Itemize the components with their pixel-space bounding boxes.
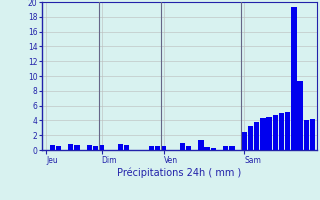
Bar — [124, 145, 129, 150]
Bar — [186, 146, 191, 150]
Bar — [99, 145, 104, 150]
Bar — [223, 146, 228, 150]
Bar — [198, 140, 204, 150]
Bar — [279, 113, 284, 150]
Bar — [204, 147, 210, 150]
Bar — [310, 119, 315, 150]
Bar — [56, 146, 61, 150]
Bar — [87, 145, 92, 150]
Bar — [68, 144, 73, 150]
Bar — [260, 118, 266, 150]
X-axis label: Précipitations 24h ( mm ): Précipitations 24h ( mm ) — [117, 167, 241, 178]
Bar — [211, 148, 216, 150]
Bar — [155, 146, 160, 150]
Bar — [285, 112, 290, 150]
Bar — [291, 7, 297, 150]
Bar — [180, 143, 185, 150]
Bar — [93, 146, 98, 150]
Bar — [267, 117, 272, 150]
Bar — [304, 120, 309, 150]
Bar — [74, 145, 80, 150]
Bar — [242, 132, 247, 150]
Bar — [248, 126, 253, 150]
Bar — [118, 144, 123, 150]
Bar — [273, 115, 278, 150]
Bar — [161, 146, 166, 150]
Bar — [297, 81, 303, 150]
Bar — [254, 122, 259, 150]
Bar — [50, 145, 55, 150]
Bar — [149, 146, 154, 150]
Bar — [229, 146, 235, 150]
